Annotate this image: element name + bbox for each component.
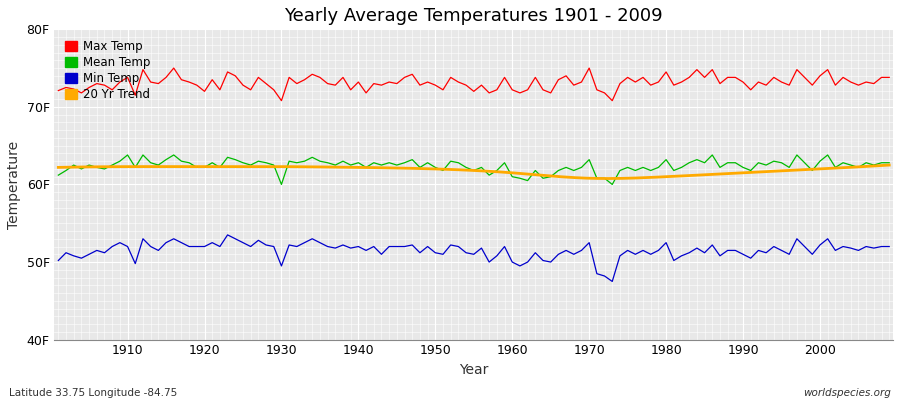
Text: Latitude 33.75 Longitude -84.75: Latitude 33.75 Longitude -84.75 — [9, 388, 177, 398]
Text: worldspecies.org: worldspecies.org — [803, 388, 891, 398]
Title: Yearly Average Temperatures 1901 - 2009: Yearly Average Temperatures 1901 - 2009 — [284, 7, 663, 25]
X-axis label: Year: Year — [459, 363, 489, 377]
Legend: Max Temp, Mean Temp, Min Temp, 20 Yr Trend: Max Temp, Mean Temp, Min Temp, 20 Yr Tre… — [60, 35, 155, 106]
Y-axis label: Temperature: Temperature — [7, 140, 21, 228]
